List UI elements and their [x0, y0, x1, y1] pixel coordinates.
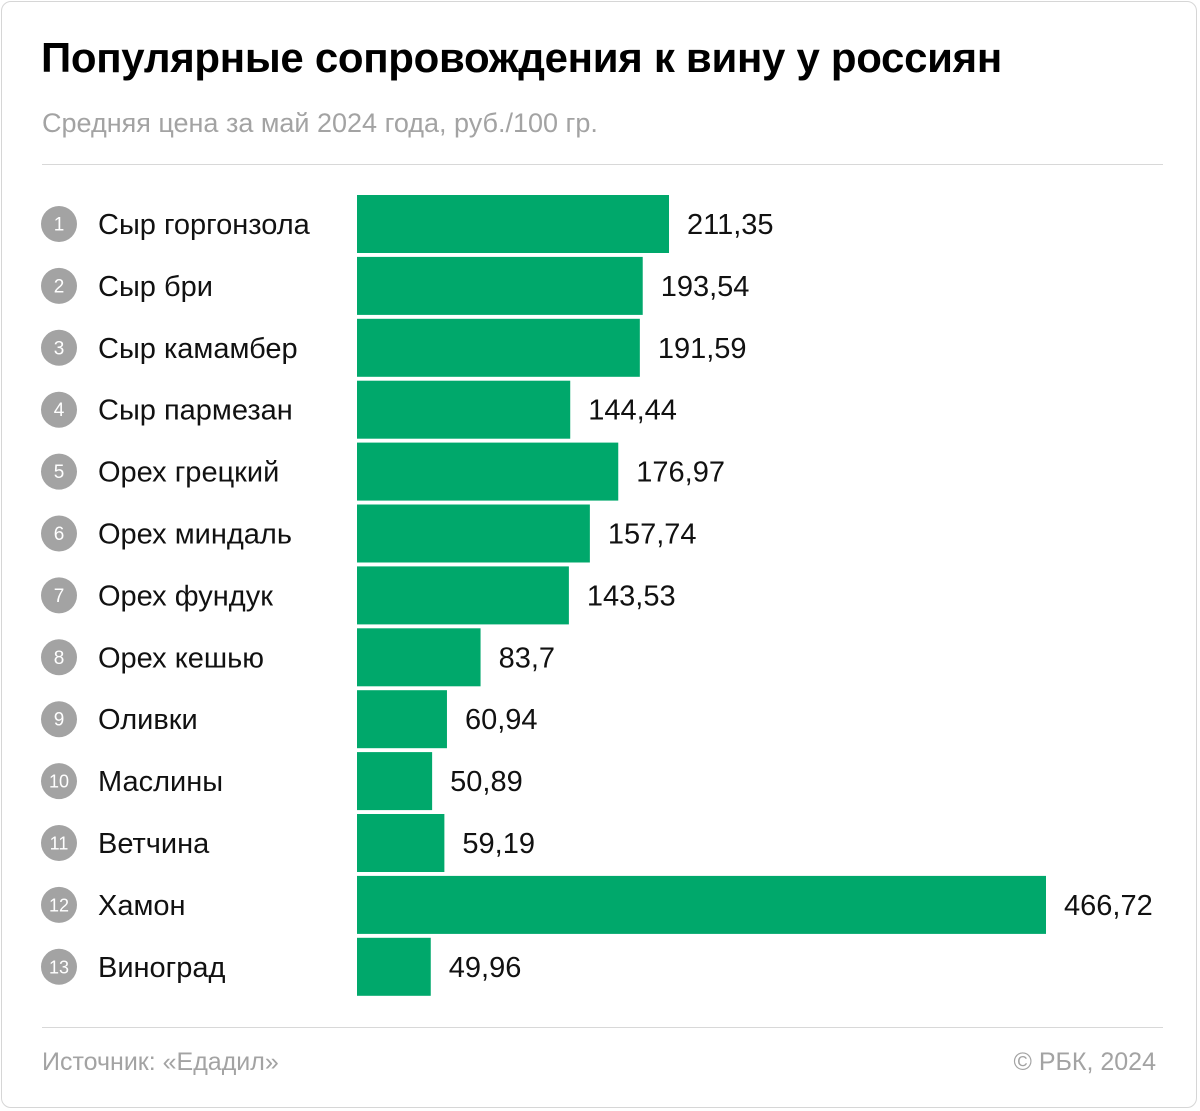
copyright-note: © РБК, 2024	[1013, 1048, 1156, 1076]
bar	[357, 442, 619, 501]
value-label: 83,7	[499, 642, 555, 674]
rank-circle	[41, 763, 77, 800]
rank-number: 13	[49, 957, 69, 977]
chart-subtitle: Средняя цена за май 2024 года, руб./100 …	[42, 108, 598, 138]
rank-circle	[41, 825, 77, 861]
rank-circle	[41, 329, 77, 366]
category-label: Маслины	[98, 766, 223, 798]
rank-number: 10	[49, 772, 69, 792]
category-label: Виноград	[98, 952, 226, 984]
rank-number: 2	[54, 276, 65, 297]
rank-number: 7	[54, 586, 65, 607]
value-label: 157,74	[608, 519, 697, 551]
bar	[357, 195, 670, 253]
value-label: 144,44	[588, 395, 677, 427]
bar	[357, 875, 1046, 934]
value-label: 211,35	[687, 209, 774, 241]
rank-circle	[41, 453, 77, 490]
bar	[357, 628, 481, 687]
bar	[357, 752, 433, 811]
rank-number: 3	[54, 338, 65, 359]
rank-number: 6	[54, 524, 65, 545]
category-label: Сыр бри	[98, 271, 213, 303]
rank-circle	[41, 577, 77, 614]
rank-circle	[41, 267, 77, 304]
bar	[357, 690, 447, 749]
rank-circle	[41, 515, 77, 552]
rank-circle	[41, 639, 77, 676]
category-label: Орех кешью	[98, 642, 264, 674]
rank-number: 1	[54, 215, 65, 236]
rank-number: 4	[54, 400, 65, 421]
rank-circle	[41, 391, 77, 428]
value-label: 191,59	[658, 333, 747, 365]
value-label: 193,54	[661, 271, 750, 303]
rank-number: 11	[50, 834, 69, 854]
category-label: Хамон	[98, 890, 186, 922]
bottom-divider	[42, 1027, 1163, 1028]
rank-circle	[41, 886, 77, 923]
category-label: Сыр пармезан	[98, 395, 293, 427]
category-label: Сыр камамбер	[98, 333, 298, 365]
value-label: 49,96	[449, 952, 522, 984]
value-label: 466,72	[1064, 890, 1153, 922]
bar	[357, 566, 569, 625]
category-label: Сыр горгонзола	[98, 209, 311, 241]
value-label: 50,89	[450, 766, 523, 798]
source-note: Источник: «Едадил»	[42, 1048, 279, 1076]
bar	[357, 814, 445, 872]
rank-number: 5	[54, 462, 65, 483]
bar	[357, 504, 590, 563]
bar	[357, 256, 643, 315]
category-label: Ветчина	[98, 828, 210, 860]
bar	[357, 380, 571, 439]
value-label: 176,97	[636, 457, 725, 489]
value-label: 60,94	[465, 704, 538, 736]
chart-title: Популярные сопровождения к вину у россия…	[41, 34, 1002, 81]
category-label: Орех миндаль	[98, 519, 292, 551]
category-label: Орех грецкий	[98, 457, 279, 489]
category-label: Орех фундук	[98, 580, 273, 612]
bar	[357, 318, 640, 377]
value-label: 59,19	[462, 828, 535, 860]
bar	[357, 937, 431, 996]
category-label: Оливки	[98, 704, 198, 736]
rank-number: 12	[49, 895, 69, 915]
rank-circle	[41, 701, 77, 738]
rank-number: 9	[54, 710, 65, 731]
rank-number: 8	[54, 648, 65, 669]
rank-circle	[41, 206, 77, 242]
top-divider	[42, 164, 1163, 165]
rank-circle	[41, 948, 77, 985]
value-label: 143,53	[587, 580, 676, 612]
